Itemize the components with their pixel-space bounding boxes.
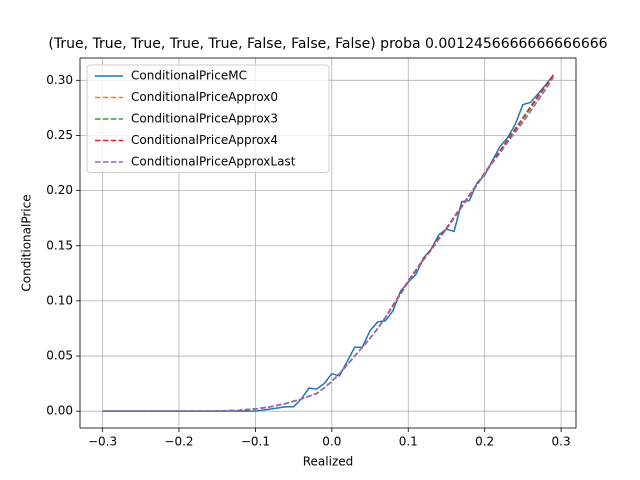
y-tick-label: 0.30 [46, 73, 73, 87]
x-tick-label: 0.1 [399, 435, 418, 449]
chart-title: (True, True, True, True, True, False, Fa… [48, 36, 607, 52]
x-tick-label: −0.1 [241, 435, 270, 449]
plot-frame [79, 57, 577, 429]
y-tick-label: 0.05 [46, 349, 73, 363]
y-tick-label: 0.00 [46, 404, 73, 418]
y-tick-label: 0.10 [46, 293, 73, 307]
legend-label: ConditionalPriceApprox0 [131, 90, 278, 104]
y-tick-label: 0.20 [46, 183, 73, 197]
legend-box [86, 64, 330, 173]
line [102, 76, 555, 412]
x-axis-label: Realized [303, 455, 354, 469]
x-tick-label: 0.3 [552, 435, 571, 449]
legend-label: ConditionalPriceApprox4 [131, 133, 278, 147]
legend-label: ConditionalPriceApproxLast [131, 155, 296, 169]
legend-label: ConditionalPriceMC [131, 69, 247, 83]
x-tick-label: −0.3 [88, 435, 117, 449]
y-tick-label: 0.15 [46, 238, 73, 252]
x-tick-label: 0.0 [322, 435, 341, 449]
legend-label: ConditionalPriceApprox3 [131, 112, 278, 126]
x-tick-label: 0.2 [475, 435, 494, 449]
y-tick-label: 0.25 [46, 128, 73, 142]
y-axis-label: ConditionalPrice [20, 194, 34, 291]
x-tick-label: −0.2 [164, 435, 193, 449]
